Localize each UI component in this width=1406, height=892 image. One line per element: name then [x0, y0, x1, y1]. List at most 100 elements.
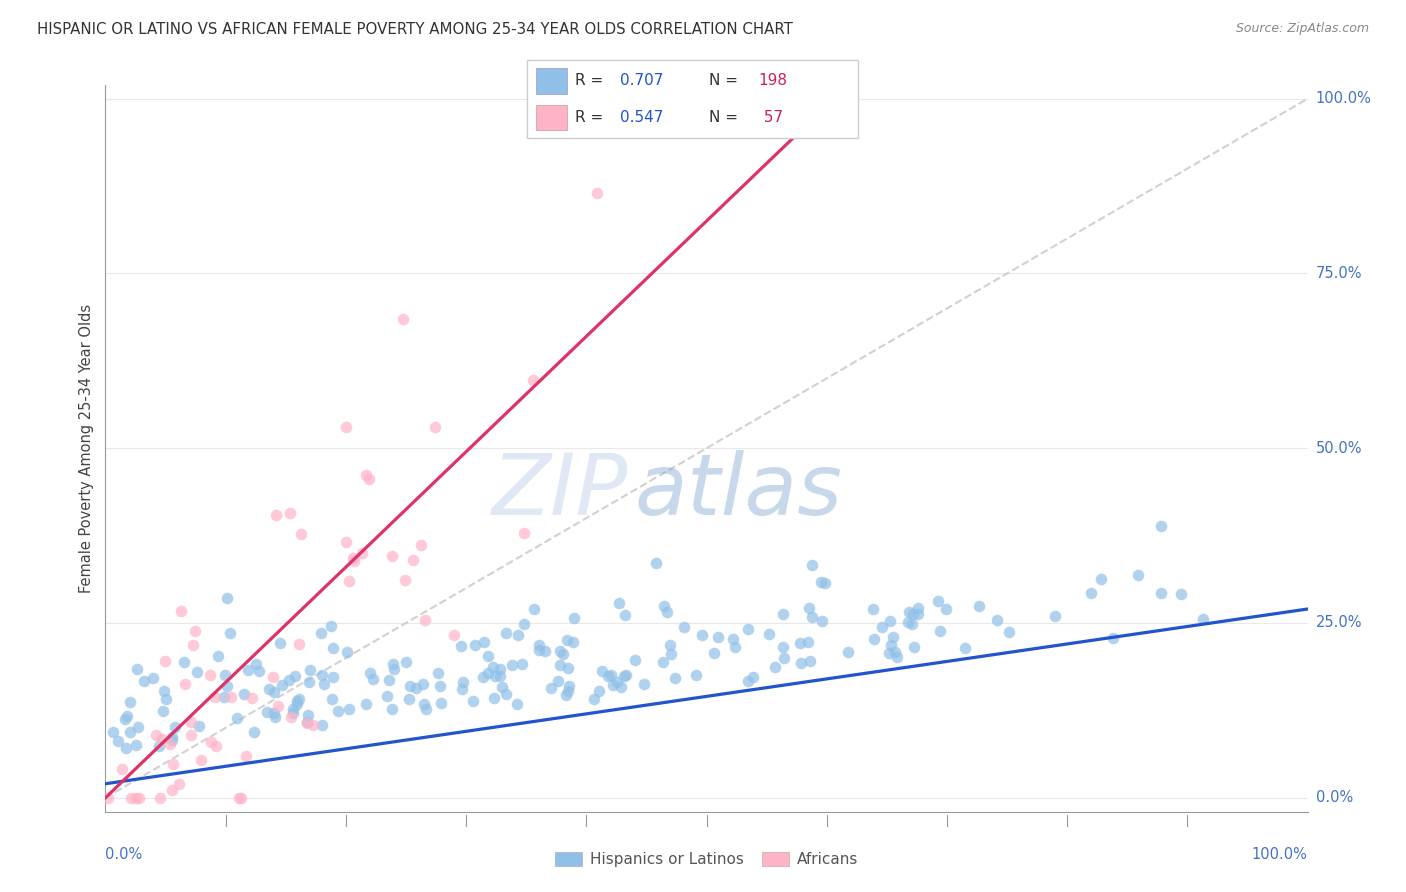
Point — [423, 419, 446, 434]
Point — [287, 691, 309, 706]
Point — [247, 664, 270, 678]
Point — [863, 632, 886, 646]
Point — [800, 558, 823, 572]
Point — [163, 720, 186, 734]
Text: 0.707: 0.707 — [620, 72, 664, 87]
Point — [328, 705, 350, 719]
Point — [359, 472, 381, 486]
Point — [763, 660, 786, 674]
Point — [311, 718, 333, 732]
Point — [801, 610, 824, 624]
Point — [484, 690, 506, 705]
Point — [245, 657, 267, 671]
Point — [555, 632, 578, 647]
Point — [381, 549, 404, 563]
Point — [402, 553, 425, 567]
Point — [187, 719, 209, 733]
Point — [862, 601, 884, 615]
Point — [285, 694, 308, 708]
Point — [533, 644, 555, 658]
Point — [263, 685, 285, 699]
Point — [179, 714, 201, 729]
Point — [789, 635, 811, 649]
Point — [405, 681, 427, 695]
Point — [591, 665, 613, 679]
Point — [322, 670, 344, 684]
Point — [375, 689, 398, 703]
Point — [235, 748, 257, 763]
Point — [335, 419, 357, 434]
Point — [1191, 612, 1213, 626]
Point — [382, 657, 405, 671]
Point — [337, 702, 360, 716]
Point — [382, 662, 405, 676]
Point — [280, 710, 302, 724]
Point — [488, 669, 510, 683]
Point — [482, 660, 505, 674]
Point — [229, 790, 252, 805]
Point — [107, 733, 129, 747]
Point — [598, 669, 620, 683]
Point — [758, 627, 780, 641]
Point — [551, 647, 574, 661]
Point — [314, 676, 336, 690]
Point — [288, 637, 311, 651]
Point — [335, 535, 357, 549]
Point — [200, 735, 222, 749]
Point — [214, 668, 236, 682]
Point — [236, 663, 259, 677]
Point — [277, 673, 299, 687]
Point — [1126, 568, 1149, 582]
Point — [184, 624, 207, 639]
Text: 0.0%: 0.0% — [105, 847, 142, 862]
Point — [772, 607, 794, 622]
Point — [263, 706, 285, 720]
Point — [299, 664, 322, 678]
Point — [169, 777, 191, 791]
Point — [882, 630, 904, 644]
Point — [606, 674, 628, 689]
Point — [505, 698, 527, 712]
Point — [160, 733, 183, 747]
Text: R =: R = — [575, 110, 609, 125]
Point — [953, 641, 976, 656]
Point — [484, 669, 506, 683]
Point — [155, 654, 177, 668]
Point — [243, 725, 266, 739]
Point — [219, 625, 242, 640]
Point — [907, 601, 929, 615]
Point — [558, 679, 581, 693]
Point — [226, 711, 249, 725]
Point — [409, 539, 432, 553]
Point — [707, 630, 730, 644]
Point — [152, 704, 174, 718]
Point — [381, 702, 404, 716]
Point — [352, 546, 374, 560]
Point — [659, 639, 682, 653]
Point — [664, 671, 686, 685]
Point — [986, 614, 1008, 628]
Point — [173, 655, 195, 669]
Point — [810, 574, 832, 589]
Point — [721, 632, 744, 647]
Text: 198: 198 — [759, 72, 787, 87]
Point — [837, 645, 859, 659]
Point — [149, 790, 172, 805]
Point — [609, 680, 631, 694]
Point — [737, 673, 759, 688]
Point — [513, 526, 536, 541]
Point — [412, 677, 434, 691]
Point — [799, 601, 821, 615]
Text: 100.0%: 100.0% — [1251, 847, 1308, 862]
Point — [356, 467, 378, 482]
Point — [548, 657, 571, 672]
Point — [221, 690, 243, 705]
Point — [463, 694, 485, 708]
Point — [429, 679, 451, 693]
Point — [772, 640, 794, 655]
FancyBboxPatch shape — [527, 60, 858, 138]
Point — [110, 762, 132, 776]
Point — [337, 574, 360, 588]
Point — [583, 692, 606, 706]
Point — [170, 604, 193, 618]
